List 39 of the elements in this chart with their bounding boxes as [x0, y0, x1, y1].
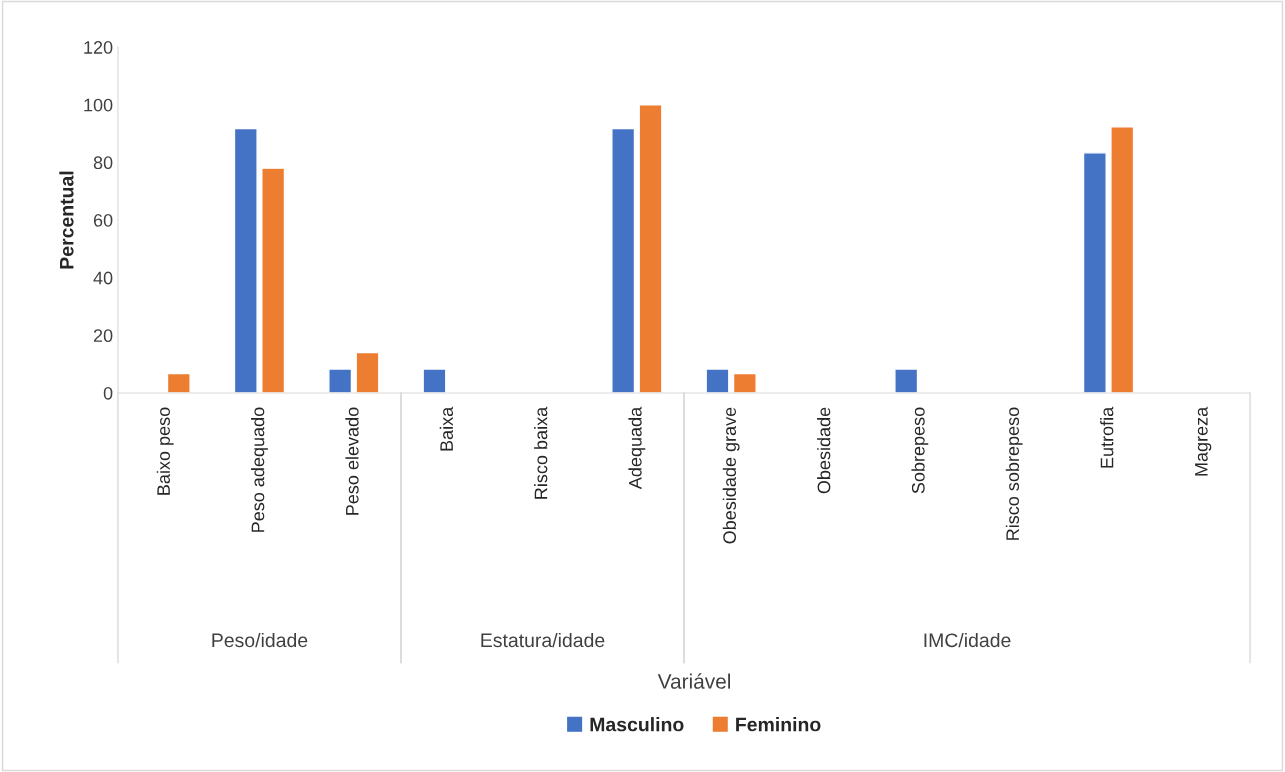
- x-tick-label: Baixo peso: [156, 407, 174, 495]
- bar: [422, 368, 447, 393]
- y-tick-label: 100: [84, 98, 113, 112]
- y-tick-label: 20: [93, 329, 113, 343]
- x-tick-label: Obesidade grave: [722, 407, 740, 544]
- legend-label: Feminino: [736, 717, 821, 732]
- x-tick-label: Risco sobrepeso: [1005, 407, 1023, 540]
- bar: [1082, 152, 1107, 393]
- y-tick-label: 40: [93, 271, 113, 285]
- y-tick-label: 0: [103, 386, 113, 400]
- y-tick-label: 80: [93, 156, 113, 170]
- text: Peso/idade: [212, 632, 308, 648]
- bar: [732, 372, 757, 393]
- bar: [611, 127, 636, 393]
- text: IMC/idade: [924, 632, 1011, 648]
- legend-label: Masculino: [590, 717, 684, 732]
- bar: [166, 372, 191, 393]
- bar: [355, 351, 380, 393]
- bar: [328, 368, 353, 393]
- x-tick-label: Peso elevado: [345, 407, 359, 515]
- bar: [705, 368, 730, 393]
- y-tick-label: 120: [84, 41, 113, 54]
- y-axis-title: Percentual: [59, 171, 74, 269]
- bar: [638, 104, 663, 393]
- y-tick-label: 60: [93, 213, 113, 227]
- bar: [261, 167, 286, 393]
- x-tick-label: Magreza: [1195, 406, 1212, 476]
- x-tick-label: Eutrofia: [1100, 406, 1114, 468]
- x-tick-label: Obesidade: [817, 407, 831, 494]
- x-tick-label: Adequada: [628, 406, 646, 490]
- x-tick-label: Peso adequado: [251, 407, 268, 532]
- x-tick-label: Baixa: [439, 406, 453, 451]
- x-tick-label: Risco baixa: [534, 406, 548, 499]
- bar: [894, 368, 919, 393]
- bar: [1110, 126, 1135, 393]
- x-tick-label: Sobrepeso: [911, 407, 929, 494]
- bar: [233, 127, 258, 393]
- text: Estatura/idade: [481, 632, 605, 648]
- text: Variável: [657, 673, 731, 689]
